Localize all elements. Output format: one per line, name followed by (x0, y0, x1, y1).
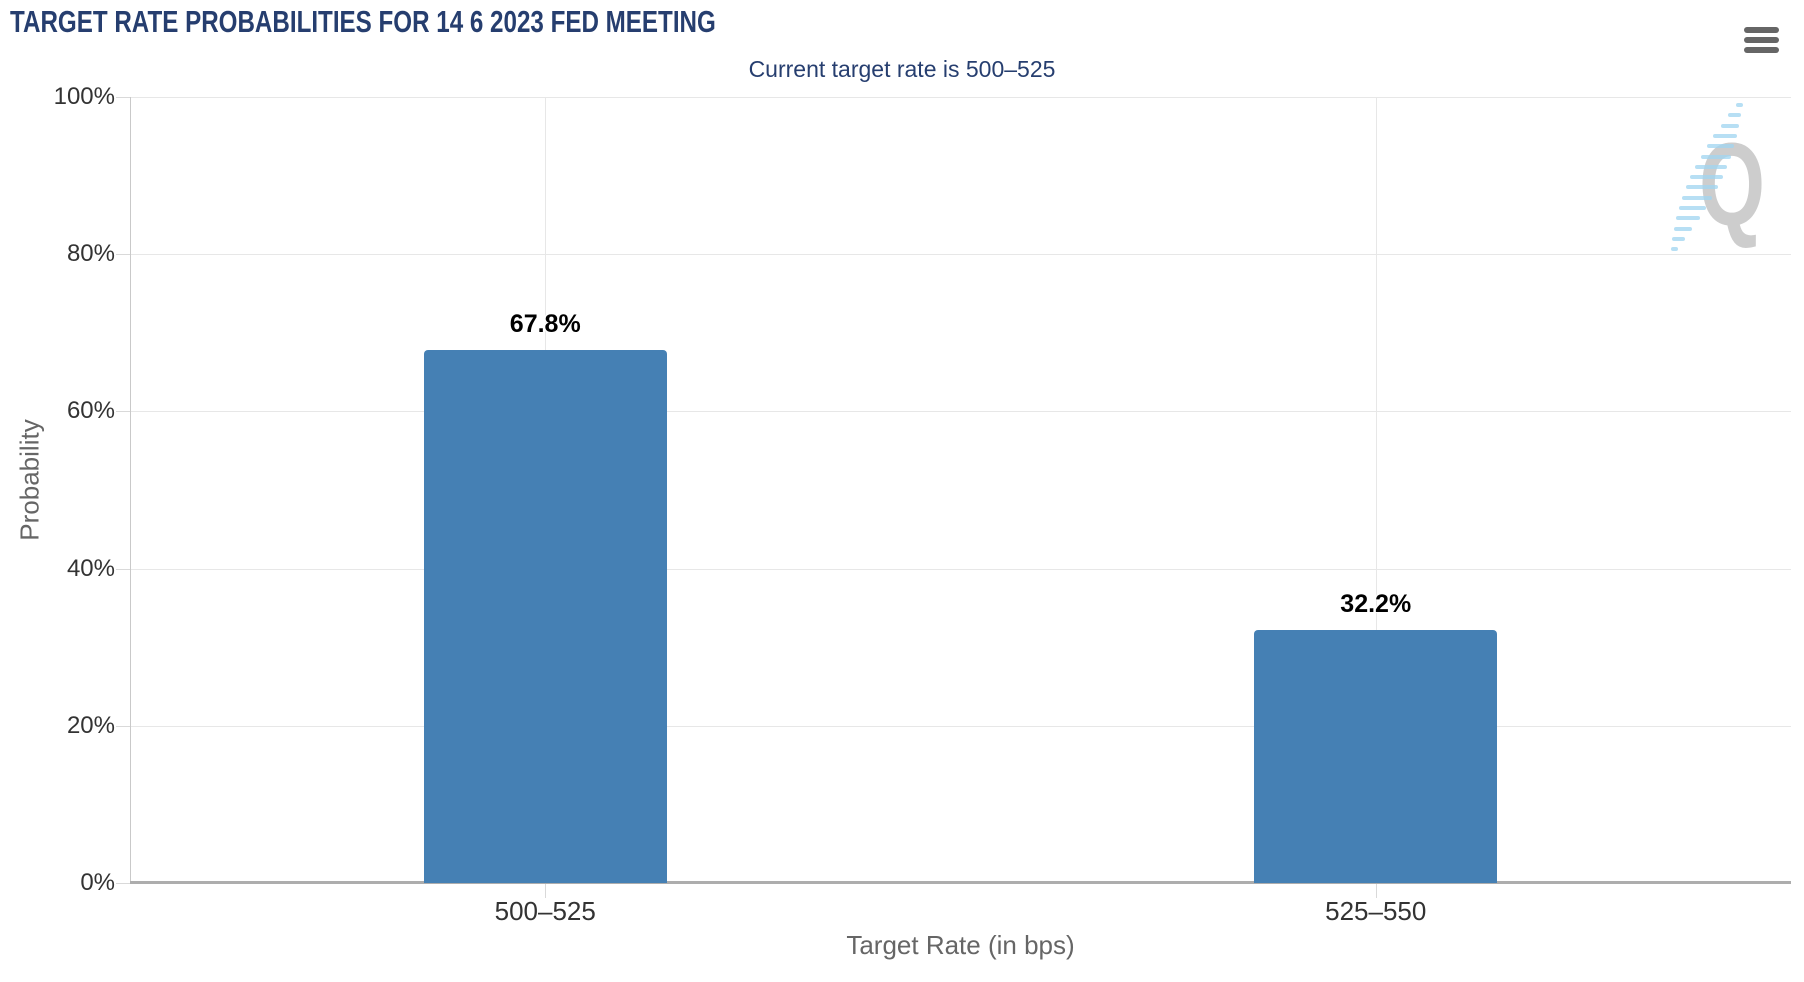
bar-value-label: 32.2% (1340, 589, 1412, 618)
y-tick-label: 100% (53, 83, 115, 110)
bar-525–550[interactable] (1254, 629, 1498, 883)
y-axis-tick (116, 411, 130, 413)
watermark-dash (1670, 247, 1678, 252)
y-axis-tick (116, 254, 130, 256)
y-axis-line (130, 97, 131, 883)
watermark-dash (1690, 175, 1723, 180)
watermark-dash (1727, 113, 1741, 118)
y-axis-title: Probability (14, 419, 45, 541)
bar-500–525[interactable] (423, 350, 667, 883)
plot-area (130, 97, 1791, 883)
y-axis-tick (116, 97, 130, 98)
y-axis-tick (116, 568, 130, 570)
x-category-label: 500–525 (494, 896, 596, 926)
chart-title: TARGET RATE PROBABILITIES FOR 14 6 2023 … (10, 4, 716, 39)
watermark-dash (1713, 133, 1737, 138)
watermark-dash (1676, 216, 1700, 221)
y-axis-tick (116, 883, 130, 884)
x-gridline (1375, 97, 1377, 883)
x-axis-tick (1375, 884, 1377, 898)
watermark-dash (1735, 103, 1743, 107)
watermark-dash (1700, 154, 1731, 159)
watermark-dash (1678, 206, 1707, 210)
y-gridline (130, 725, 1791, 727)
y-tick-label: 0% (80, 869, 115, 896)
y-tick-label: 60% (66, 397, 115, 425)
watermark-dash (1694, 164, 1728, 169)
chart-subtitle: Current target rate is 500–525 (748, 56, 1056, 82)
y-tick-label: 80% (66, 240, 115, 268)
watermark-dash (1720, 123, 1739, 128)
y-tick-label: 40% (66, 554, 115, 582)
y-gridline (130, 568, 1791, 570)
y-gridline (130, 411, 1791, 413)
watermark-dash (1682, 195, 1713, 200)
watermark-dash (1685, 185, 1719, 190)
y-axis-tick (116, 725, 130, 727)
x-axis-line (130, 881, 1791, 884)
watermark-dash (1672, 236, 1686, 241)
x-axis-title: Target Rate (in bps) (846, 930, 1075, 960)
watermark-dash (1674, 226, 1693, 231)
x-category-label: 525–550 (1325, 896, 1427, 926)
chart-context-menu-button[interactable] (1740, 22, 1784, 62)
watermark-dash (1706, 144, 1735, 149)
y-gridline (130, 254, 1791, 256)
bar-value-label: 67.8% (509, 310, 581, 339)
hamburger-menu-icon (1744, 27, 1780, 53)
x-axis-tick (545, 884, 547, 898)
y-tick-label: 20% (66, 711, 115, 739)
y-gridline (130, 97, 1791, 98)
